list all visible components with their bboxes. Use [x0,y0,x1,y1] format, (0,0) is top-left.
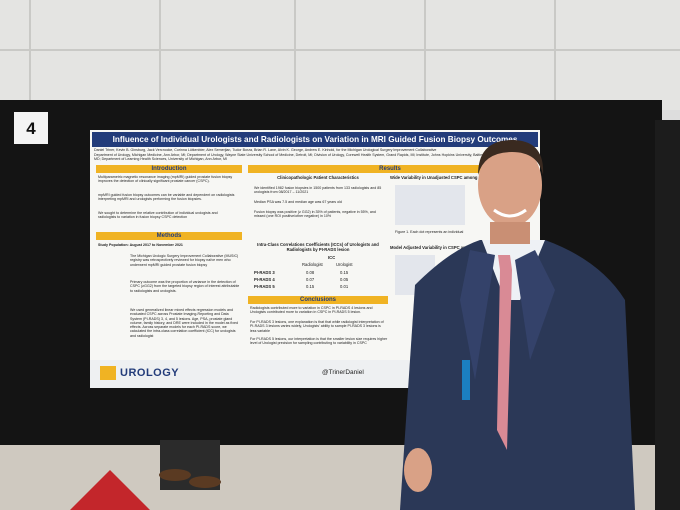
badge-lanyard [462,360,470,400]
study-population: Study Population: August 2017 to Novembe… [98,243,183,247]
hair [478,140,544,175]
neck [490,222,530,244]
bullet: Median PSA was 7.5 and median age was 67… [254,200,342,204]
section-heading: Methods [96,232,242,240]
bullet: We sought to determine the relative cont… [98,211,218,220]
paragraph: The Michigan Urologic Surgery Improvemen… [130,254,239,267]
table-title: Intra-Class Correlations Coefficients (I… [257,242,379,252]
paragraph: For PI-RADS 3 lesions, one explanation i… [250,320,384,333]
subheading: Clinicopathologic Patient Characteristic… [277,175,359,180]
carpet-pattern [70,470,150,510]
bullet: mpMRI guided fusion biopsy outcomes can … [98,193,235,202]
figure-caption: Figure 1. Each dot represents an individ… [395,230,464,234]
table-cell: PI-RADS 4 [254,277,275,282]
affiliations: Department of Urology, Michigan Medicine… [94,153,490,162]
table-cell: PI-RADS 5 [254,284,275,289]
logo-m [100,366,116,380]
paragraph: For PI-RADS 5 lesions, our interpretatio… [250,337,388,346]
lapel [460,250,495,380]
next-board [655,120,680,510]
table-cell: 0.01 [340,284,349,289]
bullet: Multiparametric magnetic resonance imagi… [98,175,233,184]
table-cell: 0.15 [340,270,349,275]
brand: UROLOGY [120,367,180,379]
shoe [159,469,191,481]
wall [0,0,680,110]
paragraph: We used generalized linear mixed effects… [130,308,238,338]
table-cell: PI-RADS 3 [254,270,275,275]
paragraph: Radiologists contributed more to variati… [250,306,373,315]
table-cell: 0.05 [340,277,349,282]
smile [493,208,527,218]
figure-title: Wide Variability in Unadjusted CSPC amon… [390,175,478,180]
table-cell: 0.08 [306,270,315,275]
table-cell: Urologist [336,262,353,267]
table-cell: 0.15 [306,284,315,289]
hand [404,448,432,492]
table-cell: Radiologist [302,262,323,267]
booth-number: 4 [26,119,36,138]
twitter-handle: @TrinerDaniel [322,369,364,376]
face [478,143,542,227]
section-heading: Results [248,165,532,173]
section-heading: Introduction [96,165,242,173]
section-heading: Conclusions [248,296,388,304]
figure-title: Model Adjusted Variability in CSPC among [390,245,475,250]
icc-table: ICC Radiologist Urologist PI-RADS 3 0.08 0.15… [250,255,386,293]
bullet: We identified 1982 fusion biopsies in 15… [254,186,382,195]
tie [497,255,512,450]
shoe [189,476,221,488]
bullet: Fusion biopsy was positive (≥ GG2) in 35… [254,210,376,219]
table-cell: ICC [328,255,336,260]
figure [395,185,465,225]
lapel [515,250,555,360]
suit-jacket [400,240,635,510]
authors: Daniel Triner, Kevin B. Ginsburg, Jack V… [94,148,437,152]
poster-title: Influence of Individual Urologists and R… [92,132,538,147]
booth-sign [14,112,48,144]
wall-panels [0,0,680,105]
table-cell: 0.07 [306,277,315,282]
paragraph: Primary outcome was the proportion of va… [130,280,240,293]
